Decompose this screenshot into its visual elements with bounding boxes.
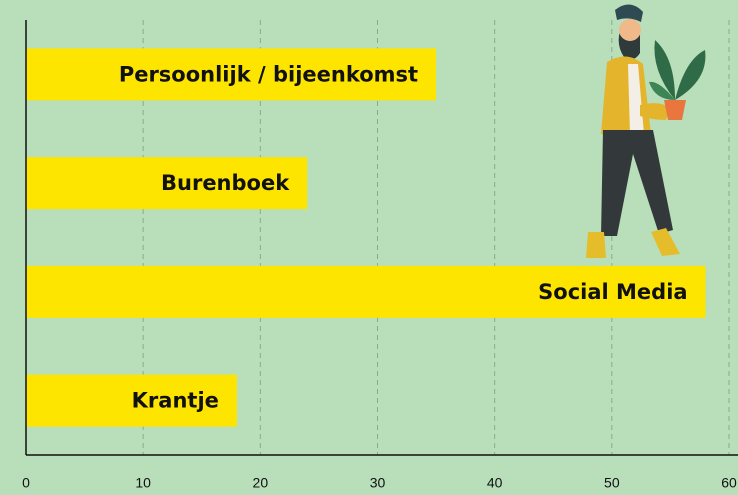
x-tick-label: 20	[253, 475, 269, 491]
x-tick-label: 10	[135, 475, 151, 491]
bar-label: Burenboek	[161, 171, 290, 195]
bar-label: Social Media	[538, 280, 687, 304]
page: {"chart_data": {"type": "hbar", "categor…	[0, 0, 738, 495]
x-tick-label: 0	[22, 475, 30, 491]
chart: Persoonlijk / bijeenkomst Burenboek Social…	[0, 0, 738, 495]
x-tick-label: 40	[487, 475, 503, 491]
bar-label: Persoonlijk / bijeenkomst	[119, 62, 418, 86]
x-tick-label: 30	[370, 475, 386, 491]
x-tick-label: 60	[721, 475, 737, 491]
bar-label: Krantje	[132, 389, 219, 413]
x-tick-label: 50	[604, 475, 620, 491]
